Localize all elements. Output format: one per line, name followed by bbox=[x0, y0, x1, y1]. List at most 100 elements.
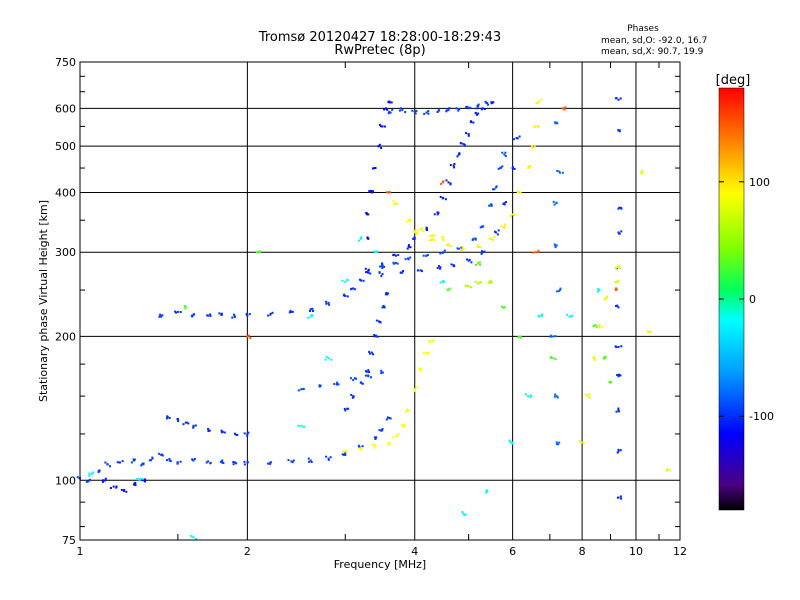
data-point bbox=[537, 125, 540, 128]
data-point bbox=[220, 312, 223, 315]
data-point bbox=[616, 281, 619, 284]
data-point bbox=[205, 461, 208, 464]
data-point bbox=[463, 143, 466, 146]
data-point bbox=[489, 282, 492, 285]
data-point bbox=[290, 460, 293, 463]
data-point bbox=[425, 226, 428, 229]
data-point bbox=[382, 304, 385, 307]
data-point bbox=[527, 167, 530, 169]
data-point bbox=[192, 459, 195, 462]
data-point bbox=[553, 395, 556, 398]
data-point bbox=[584, 393, 587, 396]
data-point bbox=[269, 462, 272, 465]
data-point bbox=[615, 305, 618, 308]
data-point bbox=[407, 409, 410, 412]
colorbar-ticks: 100 0 -100 bbox=[719, 176, 774, 423]
data-point bbox=[554, 244, 557, 247]
data-point bbox=[439, 267, 441, 270]
data-point bbox=[516, 190, 519, 193]
data-point bbox=[569, 315, 572, 318]
data-point bbox=[367, 369, 370, 372]
data-point bbox=[271, 311, 274, 314]
data-point bbox=[403, 424, 406, 427]
data-point bbox=[409, 218, 412, 221]
data-point bbox=[503, 225, 506, 228]
data-point bbox=[527, 395, 530, 398]
data-point bbox=[479, 281, 482, 284]
data-point bbox=[309, 308, 312, 311]
data-point bbox=[123, 489, 126, 491]
data-point bbox=[381, 273, 384, 276]
data-point bbox=[120, 488, 123, 491]
data-point bbox=[378, 271, 381, 274]
y-tick-label: 75 bbox=[62, 534, 76, 547]
data-point bbox=[235, 462, 238, 465]
data-point bbox=[409, 220, 412, 223]
data-point bbox=[515, 137, 518, 139]
data-point bbox=[447, 244, 450, 247]
data-point bbox=[485, 489, 488, 492]
data-point bbox=[209, 314, 212, 317]
data-point bbox=[531, 146, 534, 149]
data-point bbox=[388, 191, 391, 193]
data-point bbox=[207, 429, 210, 432]
data-point bbox=[383, 125, 386, 128]
data-point bbox=[125, 490, 128, 493]
data-point bbox=[479, 263, 481, 266]
data-point bbox=[468, 258, 471, 261]
data-point bbox=[220, 313, 223, 316]
data-point bbox=[329, 456, 332, 459]
data-point bbox=[101, 480, 104, 483]
data-point bbox=[502, 306, 505, 309]
data-point bbox=[453, 166, 456, 169]
data-point bbox=[538, 100, 541, 103]
data-point bbox=[510, 215, 512, 217]
data-point bbox=[618, 232, 621, 235]
data-point bbox=[474, 280, 477, 283]
data-point bbox=[141, 477, 144, 480]
data-point bbox=[441, 252, 444, 254]
data-point bbox=[617, 346, 620, 348]
data-point bbox=[380, 147, 383, 149]
data-point bbox=[344, 280, 347, 283]
data-point bbox=[381, 267, 384, 269]
data-point bbox=[76, 476, 79, 479]
data-point bbox=[571, 314, 573, 317]
data-point bbox=[289, 309, 292, 312]
data-point bbox=[554, 122, 557, 125]
data-point bbox=[588, 396, 591, 399]
data-point bbox=[557, 443, 560, 446]
data-point bbox=[130, 461, 133, 464]
data-point bbox=[388, 417, 391, 419]
data-point bbox=[401, 424, 404, 427]
data-point bbox=[132, 458, 135, 461]
data-point bbox=[344, 409, 347, 412]
data-point bbox=[378, 123, 381, 126]
data-point bbox=[393, 253, 396, 256]
data-point bbox=[90, 473, 93, 476]
data-point bbox=[610, 381, 612, 383]
data-point bbox=[439, 281, 442, 284]
data-point bbox=[182, 423, 185, 426]
data-point bbox=[343, 407, 346, 410]
data-point bbox=[327, 357, 330, 360]
data-point bbox=[360, 279, 363, 282]
data-point bbox=[233, 313, 235, 316]
data-point bbox=[477, 246, 480, 249]
data-point bbox=[476, 104, 479, 107]
colorbar-unit: [deg] bbox=[716, 73, 751, 88]
data-point bbox=[492, 188, 494, 191]
data-point bbox=[179, 311, 182, 313]
data-point bbox=[552, 200, 555, 203]
data-point bbox=[328, 303, 331, 306]
data-point bbox=[243, 463, 246, 466]
data-point bbox=[518, 135, 521, 138]
data-point bbox=[477, 103, 480, 106]
data-point bbox=[615, 288, 618, 291]
data-point bbox=[392, 436, 395, 439]
data-point bbox=[121, 460, 124, 463]
data-point bbox=[412, 237, 415, 240]
data-point bbox=[618, 206, 621, 209]
data-point bbox=[619, 495, 622, 498]
data-point bbox=[207, 460, 210, 463]
